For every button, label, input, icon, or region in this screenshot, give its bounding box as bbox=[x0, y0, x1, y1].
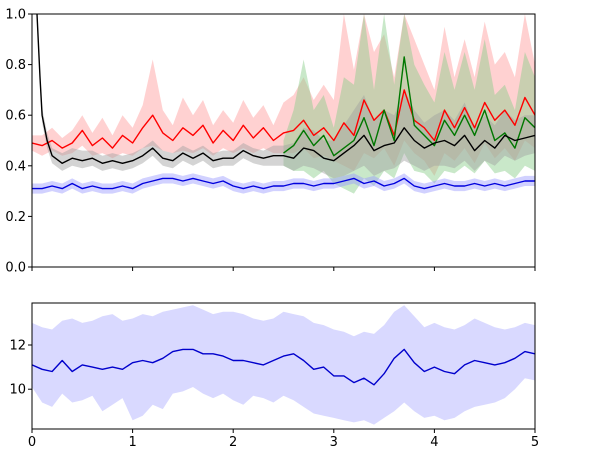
top-panel: 0.0 0.2 0.4 0.6 0.8 1.0 bbox=[5, 8, 536, 276]
y-tick-label: 0.4 bbox=[5, 159, 26, 174]
axes-frame bbox=[31, 302, 536, 430]
y-tick-label: 10 bbox=[9, 383, 26, 398]
y-tick-label: 0.8 bbox=[5, 58, 26, 73]
series-1-line bbox=[283, 56, 535, 157]
y-tick-label: 0.2 bbox=[5, 210, 26, 225]
series-0-band bbox=[32, 305, 535, 425]
x-tick-label: 1 bbox=[128, 435, 136, 450]
plot-area bbox=[32, 14, 535, 194]
y-tick-label: 0.0 bbox=[5, 261, 26, 276]
series-2-band bbox=[37, 14, 535, 179]
x-tick-label: 0 bbox=[28, 435, 36, 450]
y-tick-label: 1.0 bbox=[5, 8, 26, 23]
series-0-line bbox=[32, 348, 535, 386]
y-tick-label: 12 bbox=[9, 339, 26, 354]
x-tick-label: 5 bbox=[531, 435, 539, 450]
x-tick-label: 3 bbox=[330, 435, 338, 450]
x-tick-label: 4 bbox=[430, 435, 438, 450]
series-3-line bbox=[32, 177, 535, 190]
x-tick-label: 2 bbox=[229, 435, 237, 450]
series-0-band bbox=[32, 14, 535, 176]
series-0-line bbox=[32, 89, 535, 149]
y-tick-label: 0.6 bbox=[5, 109, 26, 124]
axes-frame bbox=[31, 13, 536, 268]
series-2-line bbox=[36, 14, 535, 164]
series-3-band bbox=[32, 173, 535, 194]
plot-area bbox=[32, 305, 535, 425]
